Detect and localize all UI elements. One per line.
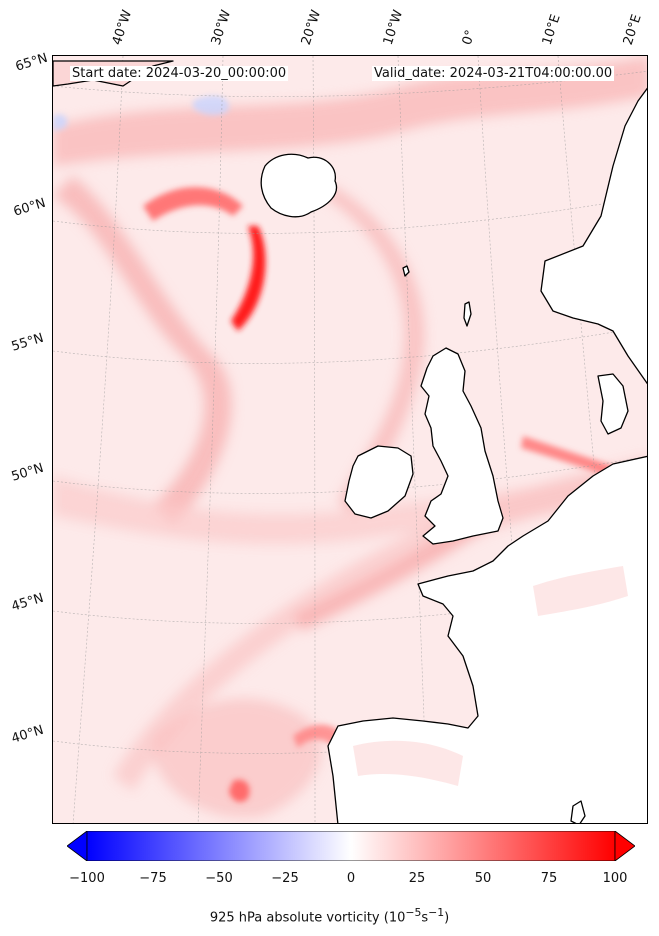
lon-label-30w: 30°W xyxy=(208,8,235,47)
valid-date-text: Valid_date: 2024-03-21T04:00:00.00 xyxy=(372,66,615,81)
colorbar-tick-label: −75 xyxy=(139,871,167,886)
vorticity-map xyxy=(53,56,647,823)
colorbar-min-extend xyxy=(67,831,88,861)
iceland xyxy=(260,153,338,218)
lon-label-10w: 10°W xyxy=(380,8,407,47)
map-panel xyxy=(52,55,648,824)
coastlines xyxy=(53,60,647,823)
colorbar-tick-label: 75 xyxy=(540,871,558,886)
colorbar-label: 925 hPa absolute vorticity (10−5s−1) xyxy=(209,906,450,926)
great-britain xyxy=(420,347,504,545)
ireland xyxy=(344,445,414,519)
colorbar-tick-label: 25 xyxy=(408,871,426,886)
lon-label-10e: 10°E xyxy=(539,12,564,48)
colorbar-tick-label: 0 xyxy=(346,871,356,886)
lon-label-0: 0° xyxy=(459,28,479,47)
norway xyxy=(540,87,647,385)
lat-label-55n: 55°N xyxy=(9,330,46,355)
denmark xyxy=(597,373,629,435)
colorbar-tick-label: −50 xyxy=(205,871,233,886)
colorbar-tick-label: 50 xyxy=(474,871,492,886)
colorbar xyxy=(67,831,635,861)
lat-label-50n: 50°N xyxy=(9,460,46,485)
colorbar-max-extend xyxy=(614,831,635,861)
lat-label-45n: 45°N xyxy=(9,590,46,615)
colorbar-gradient xyxy=(86,831,616,861)
colorbar-tick-label: 100 xyxy=(602,871,628,886)
lon-label-40w: 40°W xyxy=(109,8,136,47)
lon-label-20e: 20°E xyxy=(620,12,645,48)
lon-label-20w: 20°W xyxy=(298,8,325,47)
land-tints xyxy=(353,566,628,786)
lat-label-60n: 60°N xyxy=(11,195,48,220)
colorbar-tick-label: −100 xyxy=(69,871,105,886)
colorbar-tick-label: −25 xyxy=(271,871,299,886)
start-date-text: Start date: 2024-03-20_00:00:00 xyxy=(70,66,289,81)
continental-europe xyxy=(327,455,647,823)
lat-label-65n: 65°N xyxy=(13,50,50,75)
lat-label-40n: 40°N xyxy=(9,722,46,747)
